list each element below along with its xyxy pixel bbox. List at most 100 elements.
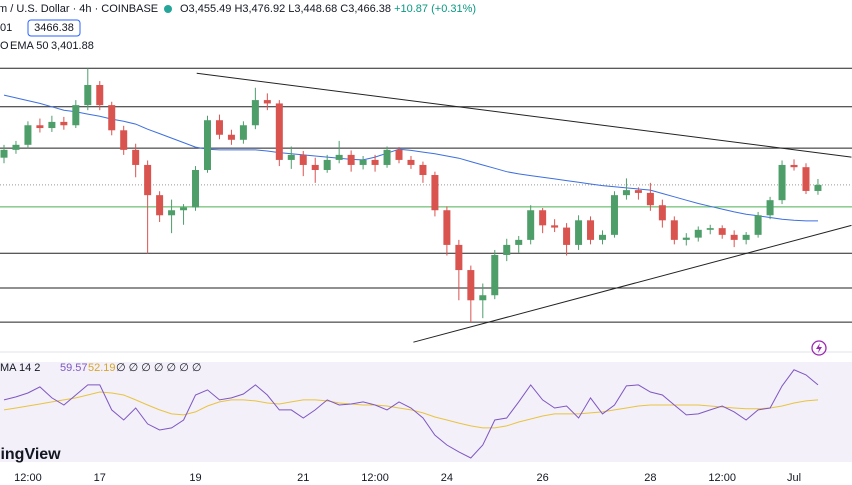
candle-body: [814, 184, 822, 191]
candle-body: [24, 125, 32, 145]
candle-body: [251, 100, 259, 126]
candle-body: [587, 220, 595, 240]
candle-body: [407, 159, 415, 165]
candle-body: [610, 195, 618, 235]
candle-body: [491, 254, 499, 296]
alert-icon[interactable]: [811, 340, 827, 356]
trendline: [413, 224, 852, 343]
candle-body: [108, 105, 116, 131]
ema-legend-value: 3,401.88: [51, 40, 94, 52]
candle-body: [730, 234, 738, 240]
candle-body: [359, 159, 367, 165]
candle-body: [395, 149, 403, 160]
candle-body: [215, 120, 223, 135]
candle-body: [563, 227, 571, 245]
candle-body: [335, 154, 343, 160]
candle-body: [599, 234, 606, 240]
candle-body: [263, 100, 271, 104]
ohlc-legend: O3,455.49 H3,476.92 L3,448.68 C3,466.38 …: [180, 3, 476, 15]
candle-body: [634, 190, 642, 193]
trendline: [196, 72, 852, 158]
ohlc-change: +10.87 (+0.31%): [394, 3, 476, 15]
candle-body: [132, 149, 140, 165]
rsi-panel: [0, 362, 852, 462]
candle-body: [682, 237, 690, 240]
rsi-legend-value: 59.57: [60, 362, 88, 374]
x-tick-label: 21: [297, 472, 309, 484]
candle-body: [658, 205, 666, 221]
x-tick-label: 12:00: [14, 472, 42, 484]
price-box: [27, 19, 81, 37]
candle-body: [84, 84, 92, 106]
candle-body: [551, 225, 559, 228]
candle-body: [443, 210, 451, 245]
ohlc-low: L3,448.68: [288, 3, 337, 15]
candle-body: [718, 228, 726, 235]
candle-body: [120, 130, 128, 150]
x-tick-label: 12:00: [708, 472, 736, 484]
candle-body: [323, 159, 331, 170]
x-tick-label: 19: [189, 472, 201, 484]
candle-body: [670, 220, 678, 240]
candle-body: [503, 244, 511, 255]
candle-body: [12, 144, 20, 150]
candle-body: [754, 215, 762, 235]
candle-body: [347, 154, 355, 165]
candle-body: [419, 164, 427, 176]
rsi-ma-legend-value: 52.19: [88, 362, 116, 374]
candle-body: [515, 239, 523, 245]
x-tick-label: 12:00: [361, 472, 389, 484]
candle-body: [239, 125, 247, 140]
overlay-label: 01: [0, 22, 12, 34]
ema-legend-name: EMA 50: [10, 40, 49, 52]
ohlc-open: O3,455.49: [180, 3, 231, 15]
candle-body: [431, 175, 439, 211]
rsi-title: MA 14 2: [0, 362, 40, 374]
candle-body: [156, 195, 164, 216]
candle-body: [539, 210, 547, 226]
overlay-label: O: [0, 40, 9, 52]
candle-body: [72, 105, 80, 126]
candle-body: [802, 167, 810, 191]
candle-body: [227, 134, 235, 140]
candle-body: [383, 149, 391, 165]
x-tick-label: 24: [441, 472, 453, 484]
candle-body: [479, 295, 487, 301]
alert-icon-bolt: [816, 343, 822, 353]
candle-body: [180, 207, 188, 211]
status-dot: [164, 5, 172, 13]
rsi-line: [3, 369, 819, 459]
candle-body: [299, 154, 307, 165]
x-tick-label: 17: [94, 472, 106, 484]
candle-body: [371, 159, 379, 165]
candle-body: [622, 190, 630, 196]
candle-body: [527, 210, 535, 240]
candle-body: [467, 270, 475, 301]
ohlc-high: H3,476.92: [234, 3, 285, 15]
candle-body: [144, 164, 152, 196]
x-tick-label: Jul: [787, 472, 801, 484]
candle-body: [60, 121, 68, 126]
candle-body: [192, 169, 200, 208]
candle-body: [694, 229, 702, 238]
candle-body: [706, 228, 714, 230]
candle-body: [275, 103, 283, 160]
candle-body: [455, 244, 463, 271]
rsi-line: [3, 391, 819, 429]
x-tick-label: 26: [537, 472, 549, 484]
rsi-legend-extra: ∅ ∅ ∅ ∅ ∅ ∅ ∅: [116, 362, 201, 374]
x-tick-label: 28: [644, 472, 656, 484]
candle-body: [0, 149, 8, 158]
candle-body: [311, 164, 319, 170]
candle-body: [790, 164, 798, 168]
candle-body: [575, 220, 583, 245]
ohlc-close: C3,466.38: [340, 3, 391, 15]
candle-body: [742, 234, 750, 240]
candle-body: [766, 200, 774, 216]
candle-body: [96, 84, 104, 106]
candle-body: [646, 192, 654, 206]
candle-body: [287, 154, 295, 160]
candle-body: [48, 121, 56, 129]
candle-body: [36, 125, 44, 129]
